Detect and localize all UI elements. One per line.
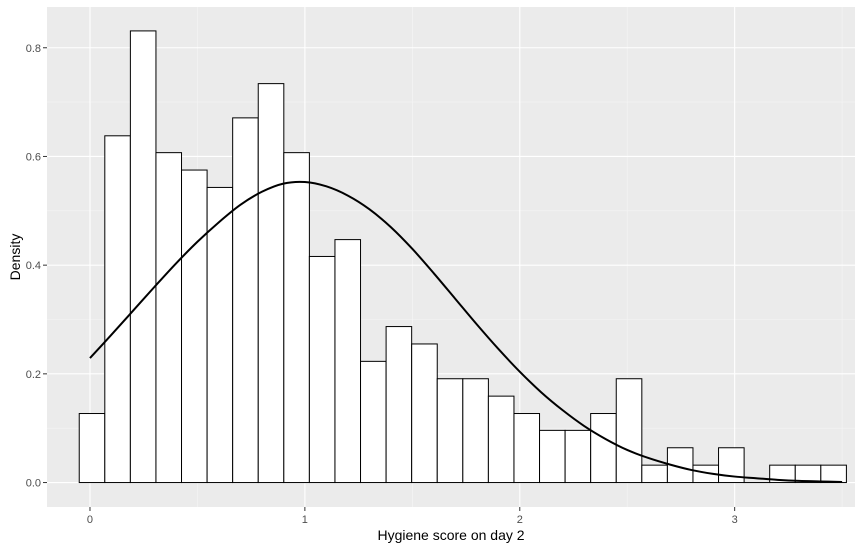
- histogram-bar: [78, 413, 106, 484]
- histogram-bar: [641, 464, 668, 484]
- x-axis-title: Hygiene score on day 2: [377, 527, 524, 543]
- x-tick-label: 2: [517, 514, 523, 526]
- y-tick-label: 0.0: [26, 478, 41, 490]
- histogram-bar: [411, 343, 438, 484]
- y-tick-label: 0.6: [26, 151, 41, 163]
- y-axis: 0.0 0.2 0.4 0.6 0.8: [26, 43, 47, 490]
- histogram-bar: [283, 152, 310, 484]
- histogram-bar: [487, 395, 515, 484]
- histogram-bar: [820, 464, 847, 484]
- histogram-bar: [385, 326, 413, 484]
- histogram-bar: [360, 360, 387, 484]
- histogram-bar: [615, 378, 643, 484]
- minor-gridlines: [47, 7, 855, 507]
- x-tick-label: 0: [87, 514, 93, 526]
- histogram-bar: [155, 152, 183, 484]
- histogram-bar: [539, 429, 566, 484]
- y-tick-label: 0.8: [26, 43, 41, 55]
- y-tick-label: 0.4: [26, 260, 41, 272]
- x-axis: 0 1 2 3: [87, 507, 738, 526]
- histogram-bar: [181, 169, 208, 484]
- y-axis-title: Density: [7, 234, 23, 281]
- histogram-bar: [257, 83, 285, 484]
- histogram-bars: [78, 30, 847, 484]
- x-tick-label: 1: [302, 514, 308, 526]
- histogram-bar: [334, 239, 362, 484]
- y-tick-label: 0.2: [26, 369, 41, 381]
- histogram-bar: [564, 429, 592, 484]
- histogram-bar: [308, 255, 336, 484]
- histogram-bar: [104, 135, 131, 484]
- histogram-bar: [590, 413, 617, 484]
- x-tick-label: 3: [732, 514, 738, 526]
- histogram-bar: [232, 117, 259, 484]
- histogram-bar: [206, 186, 234, 484]
- normal-density-curve: [89, 180, 843, 483]
- histogram-bar: [129, 30, 157, 484]
- histogram-bar: [513, 413, 541, 484]
- histogram-bar: [436, 378, 464, 484]
- histogram-bar: [462, 378, 489, 484]
